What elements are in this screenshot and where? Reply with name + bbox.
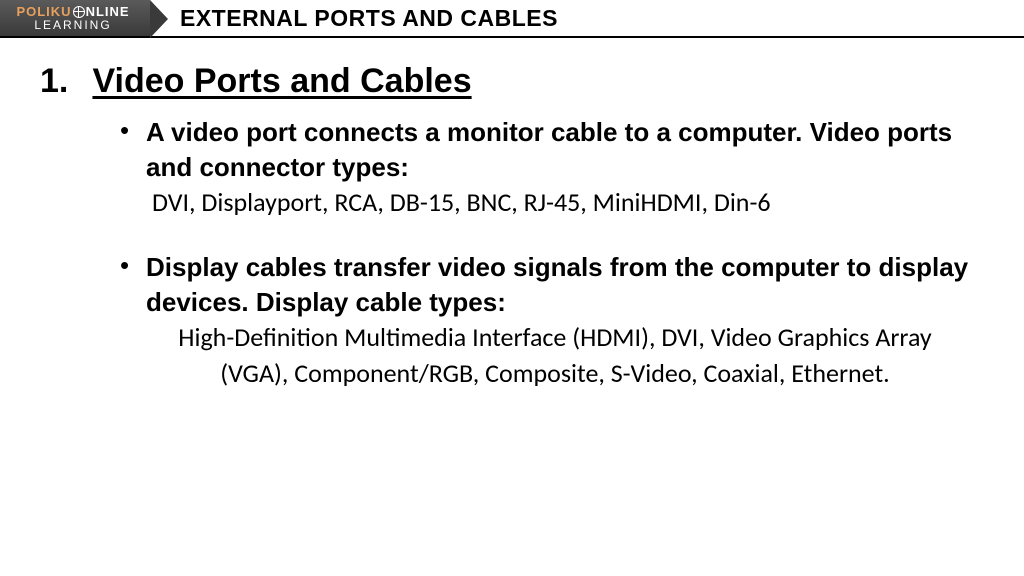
logo-line-1: POLIKU NLINE — [16, 5, 129, 18]
logo-brand-right: NLINE — [86, 5, 130, 18]
logo-brand-left: POLIKU — [16, 5, 71, 18]
globe-icon — [73, 6, 85, 18]
logo-subline: LEARNING — [34, 19, 111, 31]
bullet-normal-text: DVI, Displayport, RCA, DB-15, BNC, RJ-45… — [146, 185, 984, 220]
header-bar: POLIKU NLINE LEARNING EXTERNAL PORTS AND… — [0, 0, 1024, 38]
list-heading: Video Ports and Cables — [92, 62, 471, 100]
bullet-bold-text: A video port connects a monitor cable to… — [146, 115, 984, 185]
list-number: 1. — [40, 62, 88, 101]
page-title: EXTERNAL PORTS AND CABLES — [150, 0, 558, 36]
logo: POLIKU NLINE LEARNING — [0, 0, 150, 36]
numbered-heading: 1. Video Ports and Cables — [40, 62, 984, 101]
list-item: A video port connects a monitor cable to… — [114, 115, 984, 220]
slide-content: 1. Video Ports and Cables A video port c… — [0, 38, 1024, 391]
bullet-bold-text: Display cables transfer video signals fr… — [146, 250, 984, 320]
list-item: Display cables transfer video signals fr… — [114, 250, 984, 390]
bullet-normal-text: High-Definition Multimedia Interface (HD… — [146, 320, 984, 390]
bullet-list: A video port connects a monitor cable to… — [40, 115, 984, 391]
